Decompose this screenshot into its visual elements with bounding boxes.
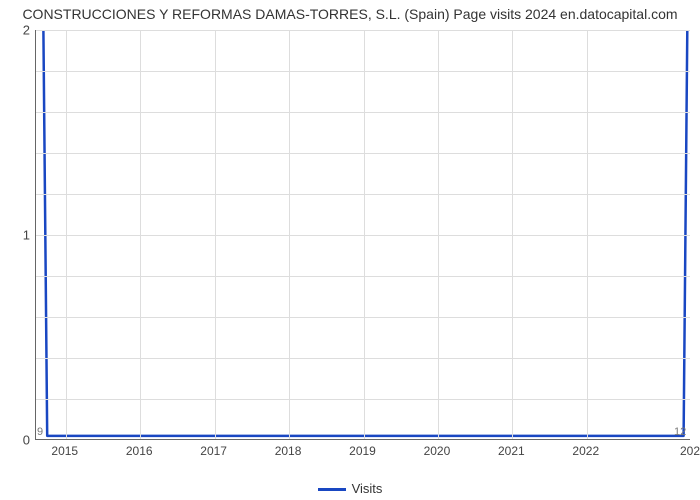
- chart-legend: Visits: [0, 481, 700, 496]
- gridline-horizontal-minor: [36, 276, 690, 277]
- plot-area: [35, 30, 690, 440]
- gridline-horizontal-minor: [36, 358, 690, 359]
- x-tick-label: 2021: [498, 444, 525, 458]
- gridline-horizontal-minor: [36, 194, 690, 195]
- gridline-horizontal-major: [36, 235, 690, 236]
- gridline-horizontal-minor: [36, 71, 690, 72]
- visits-chart: CONSTRUCCIONES Y REFORMAS DAMAS-TORRES, …: [0, 0, 700, 500]
- legend-label: Visits: [352, 481, 383, 496]
- chart-title: CONSTRUCCIONES Y REFORMAS DAMAS-TORRES, …: [0, 6, 700, 22]
- y-tick-label: 0: [5, 433, 30, 448]
- gridline-horizontal-minor: [36, 399, 690, 400]
- x-tick-label: 2020: [424, 444, 451, 458]
- x-tick-label-edge: 202: [680, 444, 700, 458]
- x-tick-label: 2022: [572, 444, 599, 458]
- y-tick-label: 1: [5, 228, 30, 243]
- minor-label-top-left: 9: [37, 426, 43, 438]
- legend-swatch: [318, 488, 346, 491]
- gridline-horizontal-major: [36, 30, 690, 31]
- minor-label-top-right: 12: [674, 426, 686, 438]
- x-tick-label: 2017: [200, 444, 227, 458]
- x-tick-label: 2016: [126, 444, 153, 458]
- x-tick-label: 2018: [275, 444, 302, 458]
- x-tick-label: 2019: [349, 444, 376, 458]
- gridline-horizontal-minor: [36, 112, 690, 113]
- gridline-horizontal-minor: [36, 317, 690, 318]
- gridline-horizontal-minor: [36, 153, 690, 154]
- y-tick-label: 2: [5, 23, 30, 38]
- x-tick-label: 2015: [51, 444, 78, 458]
